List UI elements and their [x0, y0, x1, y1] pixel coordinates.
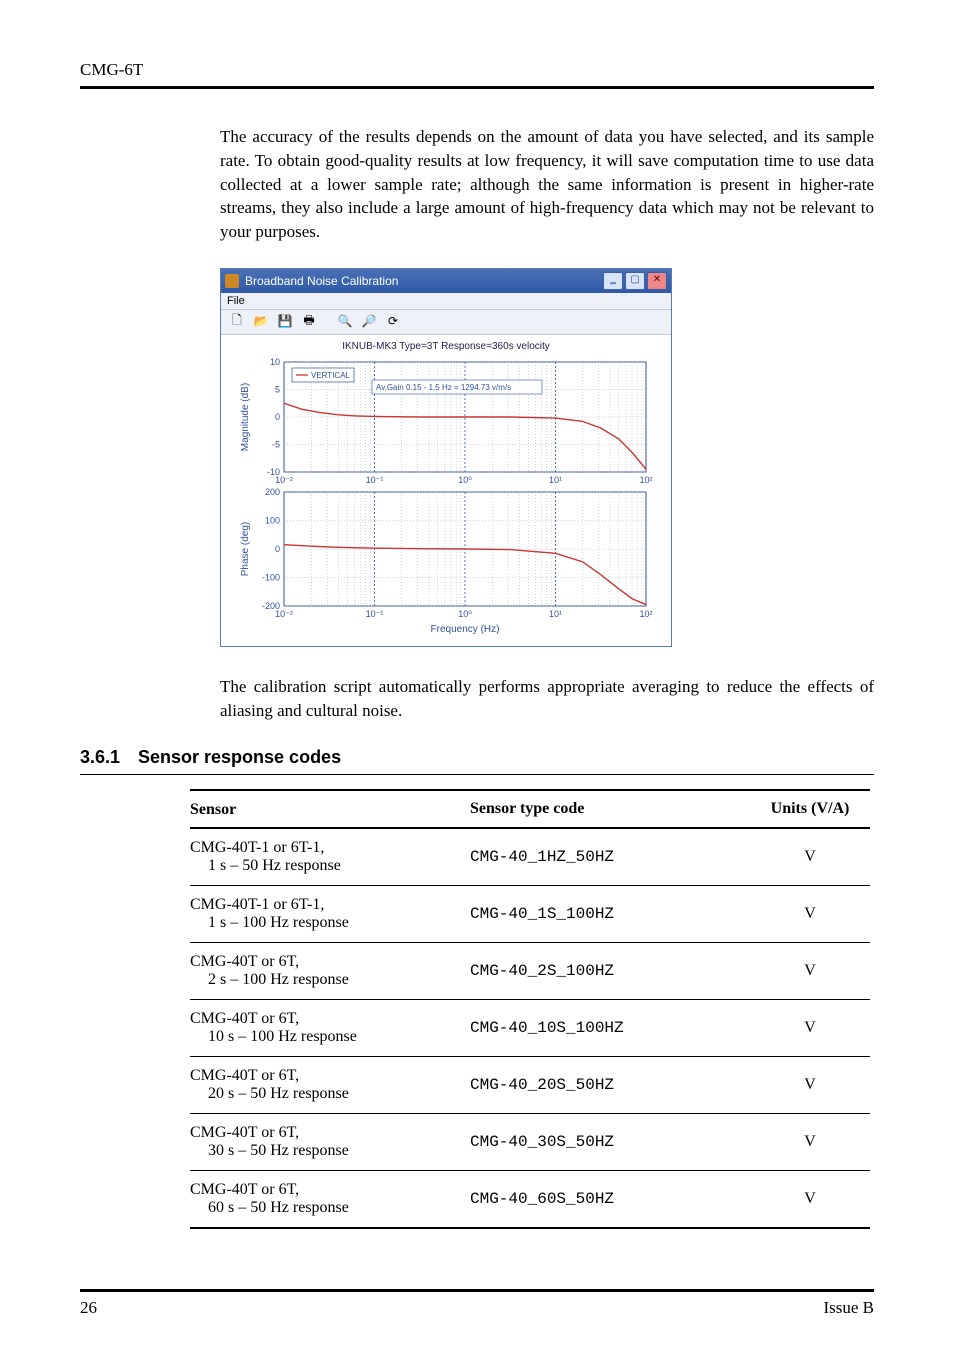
cell-units: V [760, 828, 870, 886]
zoom-in-icon[interactable]: 🔍 [335, 312, 355, 332]
cell-sensor: CMG-40T-1 or 6T-1,1 s – 100 Hz response [190, 885, 470, 942]
cell-units: V [760, 942, 870, 999]
col-header-sensor: Sensor [190, 790, 470, 828]
paragraph-2: The calibration script automatically per… [220, 675, 874, 723]
svg-text:-5: -5 [272, 439, 280, 449]
svg-text:10²: 10² [639, 609, 652, 619]
maximize-button[interactable]: ▢ [625, 272, 645, 290]
window-titlebar: Broadband Noise Calibration ‗ ▢ ✕ [221, 269, 671, 293]
svg-text:Phase (deg): Phase (deg) [240, 522, 251, 576]
issue-label: Issue B [823, 1298, 874, 1318]
svg-text:10¹: 10¹ [549, 475, 562, 485]
table-row: CMG-40T or 6T,10 s – 100 Hz responseCMG-… [190, 999, 870, 1056]
table-row: CMG-40T or 6T,30 s – 50 Hz responseCMG-4… [190, 1113, 870, 1170]
svg-text:Frequency (Hz): Frequency (Hz) [431, 624, 500, 635]
new-icon[interactable]: 🗋 [227, 312, 247, 332]
svg-text:10: 10 [270, 357, 280, 367]
svg-text:0: 0 [275, 544, 280, 554]
cell-units: V [760, 1170, 870, 1228]
svg-text:200: 200 [265, 487, 280, 497]
footer-rule [80, 1289, 874, 1292]
header-rule [80, 86, 874, 89]
save-icon[interactable]: 💾 [275, 312, 295, 332]
svg-text:Magnitude (dB): Magnitude (dB) [240, 383, 251, 451]
print-icon[interactable]: 🖶 [299, 312, 319, 332]
svg-text:100: 100 [265, 515, 280, 525]
cell-sensor: CMG-40T or 6T,30 s – 50 Hz response [190, 1113, 470, 1170]
app-icon [225, 274, 239, 288]
svg-text:10⁻²: 10⁻² [275, 609, 293, 619]
svg-text:-100: -100 [262, 572, 280, 582]
cell-units: V [760, 885, 870, 942]
minimize-button[interactable]: ‗ [603, 272, 623, 290]
menu-bar: File [221, 293, 671, 310]
cell-sensor: CMG-40T or 6T,20 s – 50 Hz response [190, 1056, 470, 1113]
chart-area: IKNUB-MK3 Type=3T Response=360s velocity… [221, 335, 671, 646]
section-number: 3.6.1 [80, 747, 138, 768]
cell-units: V [760, 999, 870, 1056]
window-title: Broadband Noise Calibration [245, 274, 603, 288]
svg-text:5: 5 [275, 384, 280, 394]
cell-units: V [760, 1113, 870, 1170]
cell-sensor: CMG-40T or 6T,60 s – 50 Hz response [190, 1170, 470, 1228]
cell-code: CMG-40_1S_100HZ [470, 885, 760, 942]
table-row: CMG-40T-1 or 6T-1,1 s – 100 Hz responseC… [190, 885, 870, 942]
cell-code: CMG-40_60S_50HZ [470, 1170, 760, 1228]
zoom-out-icon[interactable]: 🔎 [359, 312, 379, 332]
cell-code: CMG-40_20S_50HZ [470, 1056, 760, 1113]
svg-text:0: 0 [275, 412, 280, 422]
cell-units: V [760, 1056, 870, 1113]
svg-text:10²: 10² [639, 475, 652, 485]
svg-text:VERTICAL: VERTICAL [311, 371, 351, 380]
open-icon[interactable]: 📂 [251, 312, 271, 332]
toolbar: 🗋 📂 💾 🖶 🔍 🔎 ⟳ [221, 310, 671, 335]
cell-sensor: CMG-40T-1 or 6T-1,1 s – 50 Hz response [190, 828, 470, 886]
svg-text:10⁻¹: 10⁻¹ [366, 475, 384, 485]
refresh-icon[interactable]: ⟳ [383, 312, 403, 332]
table-row: CMG-40T or 6T,60 s – 50 Hz responseCMG-4… [190, 1170, 870, 1228]
svg-text:10¹: 10¹ [549, 609, 562, 619]
table-row: CMG-40T or 6T,20 s – 50 Hz responseCMG-4… [190, 1056, 870, 1113]
sensor-codes-table: Sensor Sensor type code Units (V/A) CMG-… [190, 789, 870, 1229]
cell-code: CMG-40_1HZ_50HZ [470, 828, 760, 886]
close-button[interactable]: ✕ [647, 272, 667, 290]
svg-text:10⁰: 10⁰ [458, 609, 472, 619]
svg-text:Av.Gain 0.15 - 1.5 Hz = 1294.7: Av.Gain 0.15 - 1.5 Hz = 1294.73 v/m/s [376, 383, 511, 392]
page-number: 26 [80, 1298, 97, 1318]
chart-title: IKNUB-MK3 Type=3T Response=360s velocity [227, 341, 665, 352]
cell-code: CMG-40_10S_100HZ [470, 999, 760, 1056]
cell-sensor: CMG-40T or 6T,2 s – 100 Hz response [190, 942, 470, 999]
svg-text:10⁰: 10⁰ [458, 475, 472, 485]
calibration-window: Broadband Noise Calibration ‗ ▢ ✕ File 🗋… [220, 268, 672, 647]
menu-file[interactable]: File [227, 295, 245, 307]
section-title: Sensor response codes [138, 747, 341, 768]
magnitude-plot: -10-5051010⁻²10⁻¹10⁰10¹10²Magnitude (dB)… [236, 356, 656, 486]
section-rule [80, 774, 874, 775]
cell-sensor: CMG-40T or 6T,10 s – 100 Hz response [190, 999, 470, 1056]
col-header-code: Sensor type code [470, 790, 760, 828]
col-header-units: Units (V/A) [760, 790, 870, 828]
paragraph-1: The accuracy of the results depends on t… [220, 125, 874, 244]
page-header-left: CMG-6T [80, 60, 874, 80]
svg-text:10⁻²: 10⁻² [275, 475, 293, 485]
cell-code: CMG-40_30S_50HZ [470, 1113, 760, 1170]
table-row: CMG-40T or 6T,2 s – 100 Hz responseCMG-4… [190, 942, 870, 999]
svg-text:10⁻¹: 10⁻¹ [366, 609, 384, 619]
cell-code: CMG-40_2S_100HZ [470, 942, 760, 999]
phase-plot: -200-100010020010⁻²10⁻¹10⁰10¹10²Phase (d… [236, 486, 656, 636]
table-row: CMG-40T-1 or 6T-1,1 s – 50 Hz responseCM… [190, 828, 870, 886]
